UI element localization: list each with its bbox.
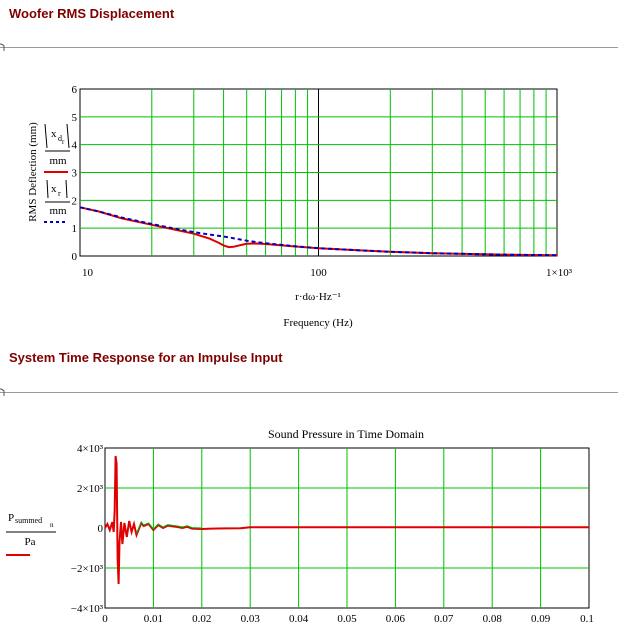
x-tick-label: 0.02 <box>192 613 211 625</box>
svg-text:mm: mm <box>49 205 67 217</box>
chart-title: Sound Pressure in Time Domain <box>268 427 424 441</box>
legend-entry: x r mm <box>44 179 70 223</box>
x-tick-label: 0.05 <box>337 613 357 625</box>
region-separator <box>0 392 618 393</box>
y-tick-label: −2×10³ <box>71 563 104 575</box>
y-tick-label: −4×10³ <box>71 603 104 615</box>
y-tick-label: 6 <box>72 84 78 96</box>
x-tick-label: 0.04 <box>289 613 309 625</box>
svg-text:r: r <box>58 189 61 198</box>
y-axis-label: RMS Deflection (mm) <box>27 122 39 222</box>
section-title-impulse: System Time Response for an Impulse Inpu… <box>9 350 283 365</box>
section-title-rms: Woofer RMS Displacement <box>9 6 175 21</box>
region-lock-icon[interactable] <box>0 43 5 51</box>
y-tick-label: 1 <box>72 223 78 235</box>
svg-text:d: d <box>58 134 62 143</box>
x-tick-label: 0.06 <box>386 613 406 625</box>
legend-x: x <box>51 128 57 140</box>
y-tick-label: 3 <box>72 168 78 180</box>
region-lock-icon[interactable] <box>0 388 5 396</box>
x-tick-label: 0.01 <box>144 613 163 625</box>
svg-text:P: P <box>8 512 14 524</box>
svg-text:r: r <box>62 138 65 146</box>
x-tick-label: 1×10³ <box>546 267 573 279</box>
sound-pressure-chart[interactable]: Sound Pressure in Time Domain 4×10³ 2×10³… <box>6 427 594 625</box>
series-line-overlay <box>136 521 202 535</box>
x-tick-labels: 10 100 1×10³ <box>82 267 573 279</box>
x-tick-label: 100 <box>310 267 327 279</box>
svg-text:Pa: Pa <box>25 536 36 548</box>
x-tick-label: 0 <box>102 613 108 625</box>
series-line <box>79 206 558 257</box>
svg-text:n: n <box>50 521 54 529</box>
y-tick-label: 0 <box>98 523 104 535</box>
svg-text:summed: summed <box>15 516 42 525</box>
grid <box>80 89 557 256</box>
y-tick-label: 2 <box>72 195 78 207</box>
svg-text:x: x <box>51 183 57 195</box>
legend-entry: P summed n Pa <box>6 512 56 556</box>
x-tick-label: 0.09 <box>531 613 551 625</box>
region-separator <box>0 47 618 48</box>
y-tick-labels: 4×10³ 2×10³ 0 −2×10³ −4×10³ <box>71 443 104 615</box>
y-tick-label: 4×10³ <box>77 443 104 455</box>
x-tick-label: 0.07 <box>434 613 454 625</box>
y-tick-label: 5 <box>72 112 78 124</box>
y-tick-label: 2×10³ <box>77 483 104 495</box>
x-tick-label: 0.08 <box>483 613 503 625</box>
x-axis-label-frequency: Frequency (Hz) <box>283 317 353 329</box>
y-tick-labels: 0 1 2 3 4 5 6 <box>72 84 78 263</box>
series-line <box>104 455 589 585</box>
x-tick-labels: 0 0.01 0.02 0.03 0.04 0.05 0.06 0.07 0.08 0.09 0.1 <box>102 613 594 625</box>
legend-entry: x d r mm <box>44 123 70 173</box>
x-axis-label: r·dω·Hz⁻¹ <box>295 291 341 303</box>
rms-displacement-chart[interactable]: 0 1 2 3 4 5 6 10 100 1×10³ RMS Deflection (mm) x… <box>27 84 573 329</box>
y-tick-label: 4 <box>72 140 78 152</box>
y-tick-label: 0 <box>72 251 78 263</box>
series-group <box>104 455 589 585</box>
x-tick-label: 0.03 <box>241 613 261 625</box>
series-group <box>79 206 558 257</box>
x-tick-label: 10 <box>82 267 94 279</box>
svg-text:mm: mm <box>49 155 67 167</box>
x-tick-label: 0.1 <box>580 613 594 625</box>
